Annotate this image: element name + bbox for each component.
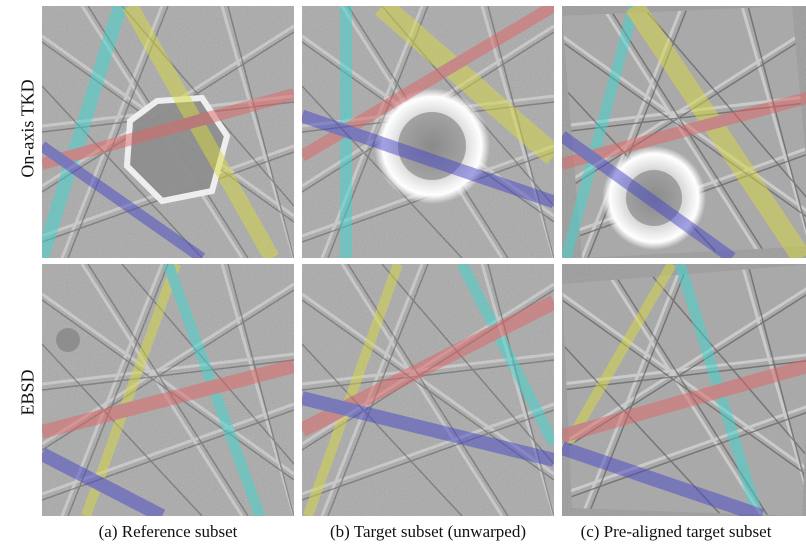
overlay-bands — [42, 264, 294, 516]
panel-tkd-reference — [42, 6, 294, 258]
row-label-ebsd: EBSD — [17, 369, 38, 416]
overlay-bands — [302, 6, 554, 258]
panel-tkd-target — [302, 6, 554, 258]
caption-reference: (a) Reference subset — [98, 522, 238, 541]
overlay-bands — [562, 6, 806, 258]
panel-ebsd-prealigned — [562, 264, 806, 516]
panel-ebsd-target — [302, 264, 554, 516]
row-label-tkd: On-axis TKD — [17, 79, 38, 178]
caption-prealigned: (c) Pre-aligned target subset — [580, 522, 772, 541]
panel-tkd-prealigned — [562, 6, 806, 258]
caption-target: (b) Target subset (unwarped) — [330, 522, 526, 541]
panel-ebsd-reference — [42, 264, 294, 516]
overlay-bands — [302, 264, 554, 516]
overlay-bands — [42, 6, 294, 258]
overlay-bands — [562, 264, 806, 516]
